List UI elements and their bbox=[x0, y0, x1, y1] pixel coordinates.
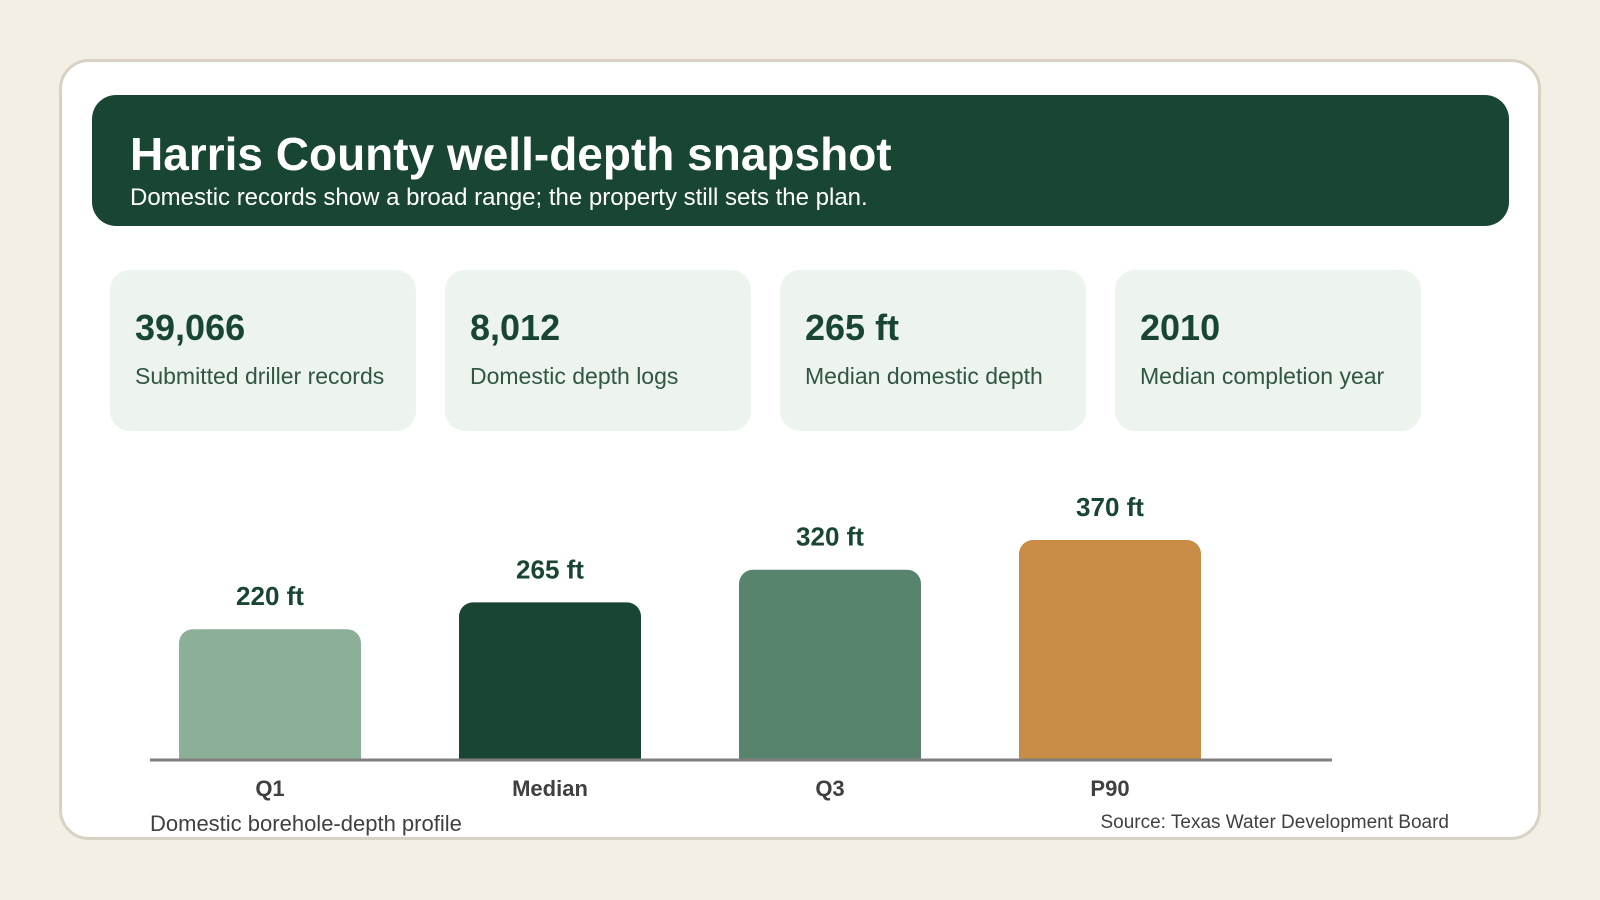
stat-card-depth-logs: 8,012 Domestic depth logs bbox=[445, 270, 751, 431]
stat-value: 8,012 bbox=[470, 307, 561, 348]
stat-value: 2010 bbox=[1140, 307, 1221, 348]
bar-value-label: 265 ft bbox=[516, 554, 584, 584]
bar-p90 bbox=[1019, 540, 1201, 772]
category-label: Q1 bbox=[255, 776, 284, 801]
baseline-mask bbox=[140, 761, 1340, 773]
category-label: Q3 bbox=[815, 776, 844, 801]
stat-value: 39,066 bbox=[135, 307, 246, 348]
chart-title: Domestic borehole-depth profile bbox=[150, 811, 462, 836]
category-label: P90 bbox=[1090, 776, 1129, 801]
stat-card-median-depth: 265 ft Median domestic depth bbox=[780, 270, 1086, 431]
page-title: Harris County well-depth snapshot bbox=[130, 128, 892, 180]
stat-card-driller-records: 39,066 Submitted driller records bbox=[110, 270, 416, 431]
page-subtitle: Domestic records show a broad range; the… bbox=[130, 184, 868, 211]
stat-label: Submitted driller records bbox=[135, 363, 385, 389]
bar-q1 bbox=[179, 629, 361, 772]
stat-label: Median completion year bbox=[1140, 363, 1385, 389]
source-note: Source: Texas Water Development Board bbox=[1100, 812, 1449, 833]
stat-card-completion-year: 2010 Median completion year bbox=[1115, 270, 1421, 431]
bar-median bbox=[459, 602, 641, 772]
stat-label: Domestic depth logs bbox=[470, 363, 679, 389]
bar-q3 bbox=[739, 569, 921, 772]
header-banner: Harris County well-depth snapshot Domest… bbox=[92, 95, 1509, 226]
stat-value: 265 ft bbox=[805, 307, 900, 348]
bar-value-label: 220 ft bbox=[236, 581, 304, 611]
category-label: Median bbox=[512, 776, 588, 801]
bar-value-label: 320 ft bbox=[796, 522, 864, 552]
bar-value-label: 370 ft bbox=[1076, 492, 1144, 522]
stat-label: Median domestic depth bbox=[805, 363, 1043, 389]
